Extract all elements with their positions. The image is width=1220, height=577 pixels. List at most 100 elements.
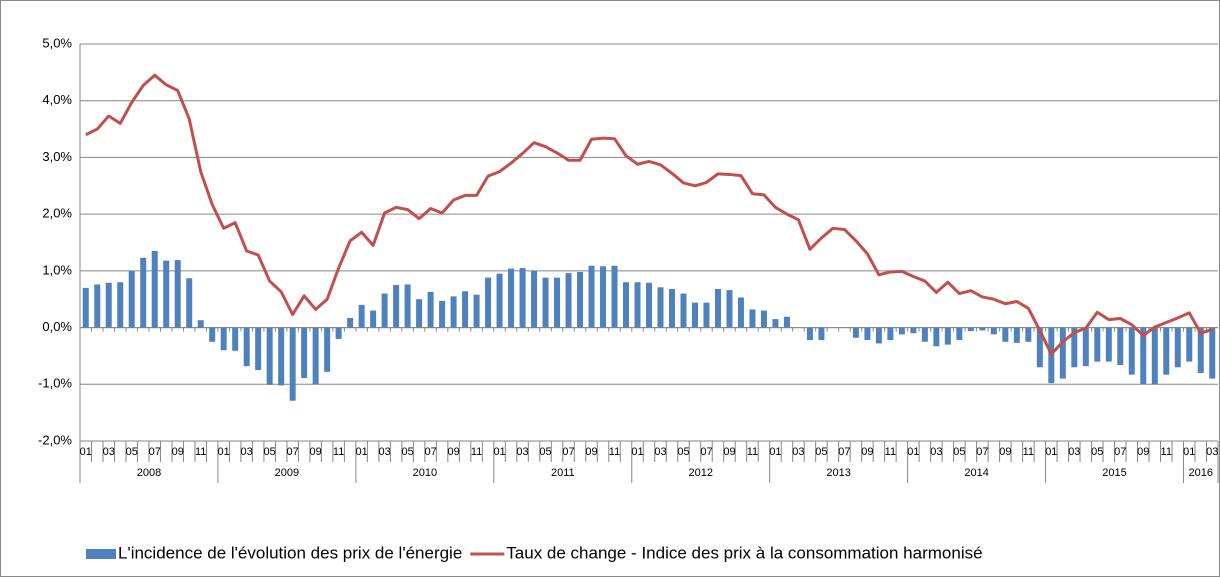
year-label: 2016 [1189, 467, 1213, 479]
bar [967, 327, 974, 331]
x-tick-label: 09 [172, 446, 184, 458]
bar [347, 317, 354, 328]
bar [1082, 327, 1089, 367]
bar [760, 310, 767, 328]
bar [335, 327, 342, 339]
y-tick-label: 1,0% [42, 262, 72, 277]
bar [910, 327, 917, 334]
bar [1025, 327, 1032, 342]
bar [519, 268, 526, 328]
bar [439, 300, 446, 328]
bar [783, 316, 790, 328]
y-tick-label: 4,0% [42, 92, 72, 107]
x-tick-label: 09 [447, 446, 459, 458]
bar [358, 304, 365, 328]
x-tick-label: 05 [539, 446, 551, 458]
year-label: 2012 [688, 467, 712, 479]
bar [898, 327, 905, 335]
y-tick-label: 5,0% [42, 35, 72, 50]
bar [1128, 327, 1135, 375]
bar [1036, 327, 1043, 368]
bar [565, 273, 572, 328]
bar [737, 297, 744, 328]
bar [301, 327, 308, 379]
bar [266, 327, 273, 385]
x-tick-label: 03 [792, 446, 804, 458]
bar [990, 327, 997, 335]
x-tick-label: 05 [953, 446, 965, 458]
bar [1059, 327, 1066, 379]
bar [404, 284, 411, 328]
bar [473, 294, 480, 328]
bar [749, 309, 756, 328]
bar [852, 327, 859, 338]
x-tick-label: 03 [378, 446, 390, 458]
bar [875, 327, 882, 344]
bar [600, 266, 607, 328]
legend-label: L'incidence de l'évolution des prix de l… [118, 543, 462, 562]
year-label: 2014 [964, 467, 988, 479]
x-tick-label: 11 [195, 446, 206, 458]
x-tick-label: 07 [838, 446, 850, 458]
bar [887, 327, 894, 341]
x-tick-label: 01 [1183, 446, 1195, 458]
x-tick-label: 05 [264, 446, 276, 458]
x-tick-label: 03 [516, 446, 528, 458]
x-tick-label: 05 [401, 446, 413, 458]
bar [1117, 327, 1124, 366]
bar [554, 277, 561, 328]
x-tick-label: 09 [861, 446, 873, 458]
y-tick-label: 3,0% [42, 149, 72, 164]
x-tick-label: 05 [815, 446, 827, 458]
bar [979, 327, 986, 331]
x-tick-label: 03 [241, 446, 253, 458]
bar [416, 299, 423, 328]
x-tick-label: 11 [1161, 446, 1172, 458]
x-tick-label: 03 [1206, 446, 1218, 458]
x-tick-label: 11 [609, 446, 620, 458]
bar [105, 282, 112, 328]
year-label: 2008 [137, 467, 161, 479]
bar [588, 265, 595, 328]
x-tick-label: 07 [149, 446, 161, 458]
bar [1013, 327, 1020, 343]
x-tick-label: 09 [999, 446, 1011, 458]
x-tick-label: 01 [356, 446, 368, 458]
bar [485, 277, 492, 328]
x-tick-label: 01 [1045, 446, 1057, 458]
year-label: 2011 [551, 467, 575, 479]
bar [450, 296, 457, 328]
bar [140, 257, 147, 328]
bar [1094, 327, 1101, 362]
bar [117, 282, 124, 328]
bar [82, 287, 89, 328]
bar [1209, 327, 1216, 379]
x-tick-label: 09 [723, 446, 735, 458]
x-tick-label: 07 [976, 446, 988, 458]
bar [611, 265, 618, 328]
bar [243, 327, 250, 367]
x-tick-label: 09 [585, 446, 597, 458]
bar [657, 287, 664, 328]
bar [174, 260, 181, 328]
y-tick-label: -1,0% [38, 376, 72, 391]
x-tick-label: 11 [885, 446, 896, 458]
x-tick-label: 09 [310, 446, 322, 458]
bar [646, 282, 652, 328]
x-tick-label: 11 [333, 446, 344, 458]
x-tick-label: 01 [907, 446, 919, 458]
bar [1071, 327, 1078, 368]
x-tick-label: 03 [103, 446, 115, 458]
y-tick-label: -2,0% [38, 432, 72, 447]
bar [312, 327, 319, 385]
year-label: 2013 [826, 467, 850, 479]
bar [1174, 327, 1181, 368]
bar [209, 327, 216, 342]
bar [1105, 327, 1112, 362]
x-tick-label: 07 [287, 446, 299, 458]
bar [508, 268, 515, 328]
x-tick-label: 01 [769, 446, 781, 458]
bar [1197, 327, 1204, 373]
